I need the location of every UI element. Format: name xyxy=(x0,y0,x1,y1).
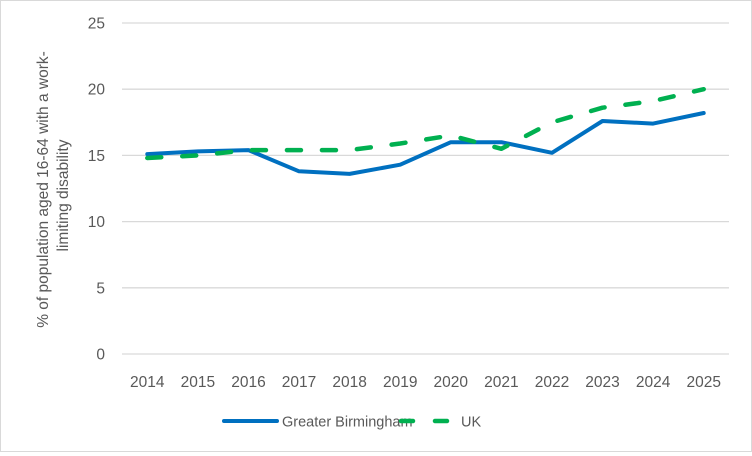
x-tick-label: 2017 xyxy=(282,374,316,391)
legend-label-uk: UK xyxy=(461,415,481,431)
x-tick-label: 2014 xyxy=(130,374,165,391)
x-tick-label: 2020 xyxy=(434,374,469,391)
x-tick-label: 2016 xyxy=(231,374,265,391)
series-line-greater-birmingham xyxy=(147,113,703,174)
x-tick-label: 2022 xyxy=(535,374,569,391)
y-axis-label-line-1: % of population aged 16-64 with a work- xyxy=(35,51,52,328)
y-tick-label: 0 xyxy=(96,347,105,364)
y-tick-label: 5 xyxy=(96,280,105,297)
y-tick-label: 25 xyxy=(88,16,105,33)
x-tick-label: 2024 xyxy=(636,374,671,391)
x-tick-label: 2018 xyxy=(332,374,366,391)
x-axis-ticks: 2014 2015 2016 2017 2018 2019 2020 2021 2022 2023… xyxy=(130,374,721,391)
y-axis-ticks: 0 5 10 15 20 25 xyxy=(88,16,106,364)
legend-label-greater-birmingham: Greater Birmingham xyxy=(282,415,413,431)
x-tick-label: 2025 xyxy=(686,374,720,391)
y-tick-label: 20 xyxy=(88,82,106,99)
x-tick-label: 2015 xyxy=(181,374,215,391)
gridlines xyxy=(122,23,729,354)
series-lines xyxy=(147,89,703,174)
y-tick-label: 10 xyxy=(88,214,106,231)
legend: Greater Birmingham UK xyxy=(224,415,481,431)
x-tick-label: 2023 xyxy=(585,374,619,391)
x-tick-label: 2019 xyxy=(383,374,417,391)
y-tick-label: 15 xyxy=(88,148,105,165)
x-tick-label: 2021 xyxy=(484,374,518,391)
y-axis-label-line-2: limiting disability xyxy=(55,139,72,251)
y-axis-label: % of population aged 16-64 with a work- … xyxy=(35,51,72,328)
